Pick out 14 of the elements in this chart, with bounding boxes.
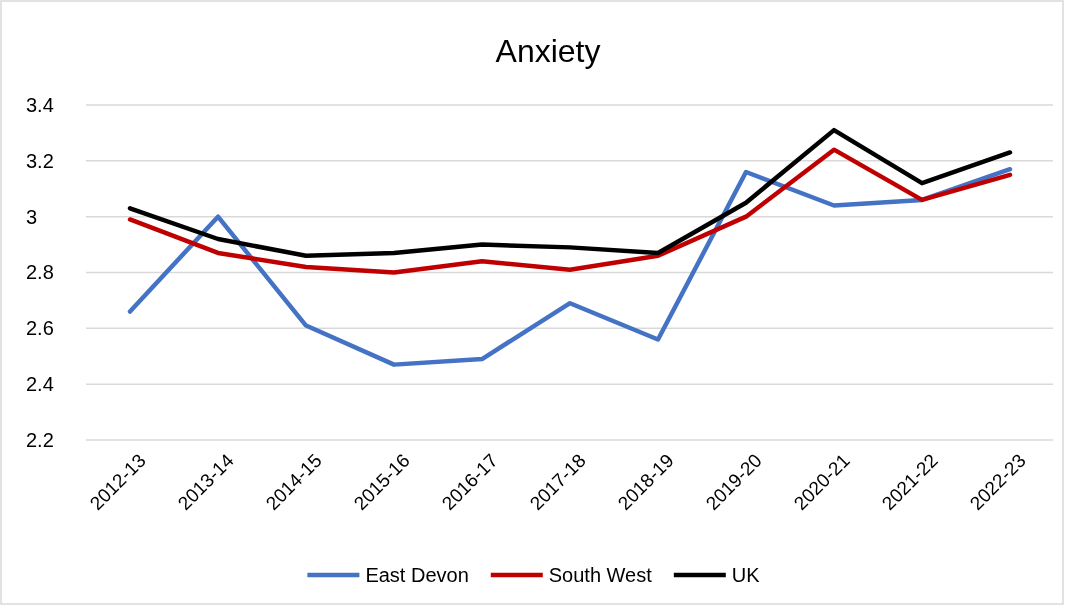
- legend-label: South West: [548, 564, 653, 586]
- y-tick-label: 3.2: [26, 149, 54, 172]
- line-series: [127, 127, 1013, 258]
- y-tick-label: 2.8: [26, 261, 54, 284]
- y-tick-label: 2.2: [26, 428, 54, 451]
- legend-label: East Devon: [365, 564, 469, 586]
- y-tick-label: 2.4: [26, 373, 54, 396]
- y-tick-label: 3.4: [26, 93, 54, 116]
- chart-title: Anxiety: [495, 33, 601, 69]
- legend-label: UK: [731, 564, 761, 586]
- line-series: [127, 166, 1013, 367]
- y-tick-label: 3: [26, 205, 38, 228]
- line-series: [127, 147, 1013, 275]
- y-tick-label: 2.6: [26, 317, 54, 340]
